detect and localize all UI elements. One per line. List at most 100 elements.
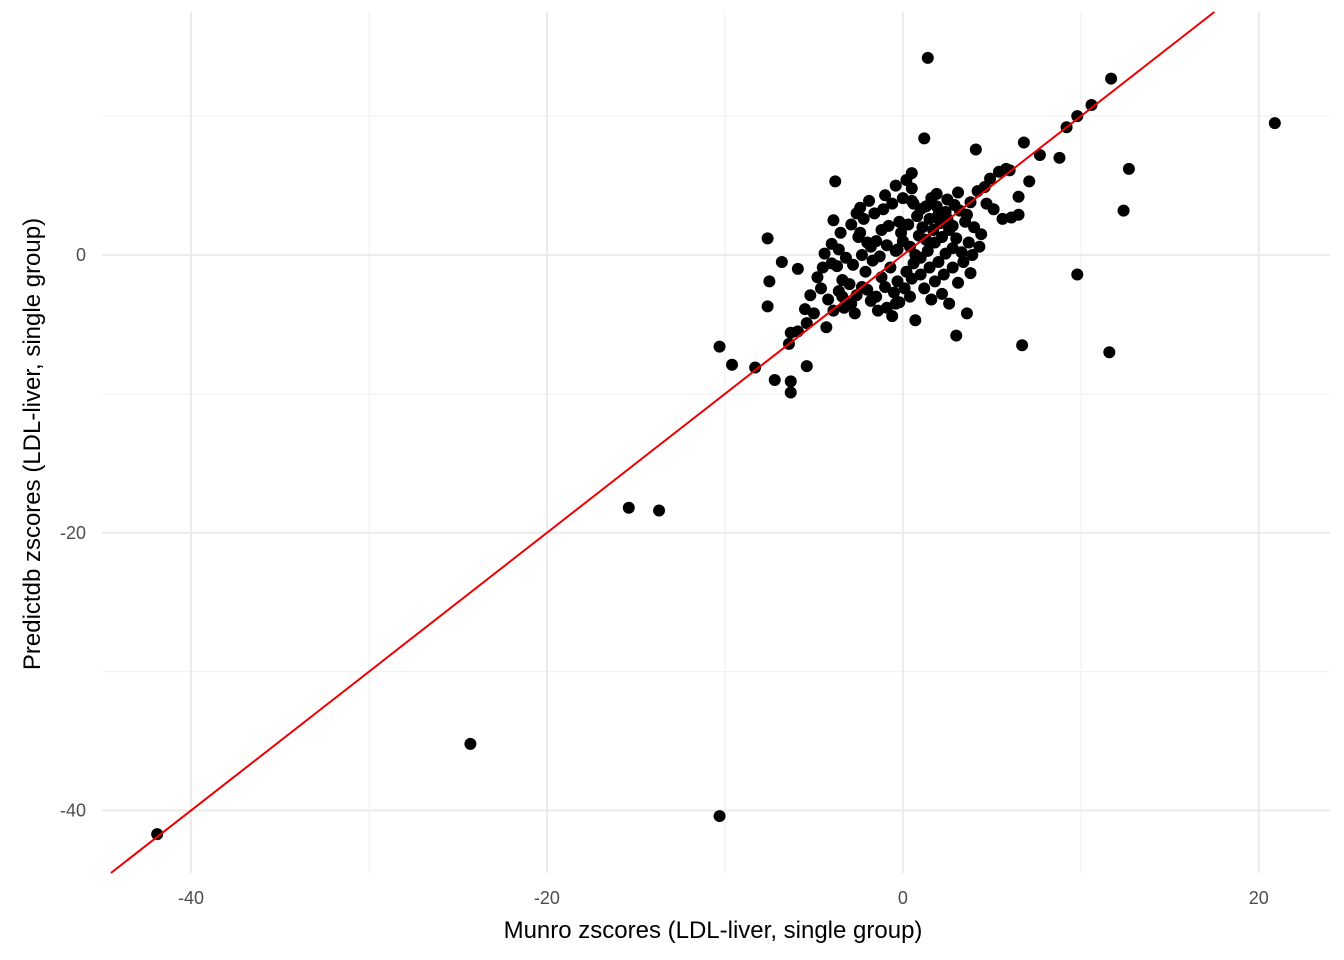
data-point — [726, 358, 739, 371]
x-tick-label: 20 — [1249, 888, 1269, 908]
data-point — [1117, 204, 1130, 217]
data-point — [920, 233, 933, 246]
data-point — [871, 304, 884, 317]
data-point — [962, 236, 975, 249]
x-axis-title: Munro zscores (LDL-liver, single group) — [504, 917, 923, 944]
data-point — [798, 303, 811, 316]
data-point — [800, 360, 813, 373]
data-point — [930, 187, 943, 200]
data-point — [886, 197, 899, 210]
data-point — [941, 193, 954, 206]
y-tick-label: -20 — [60, 523, 86, 543]
data-point — [861, 283, 874, 296]
data-point — [775, 255, 788, 268]
data-point — [811, 271, 824, 284]
data-point — [905, 194, 918, 207]
data-point — [829, 175, 842, 188]
data-point — [952, 186, 965, 199]
data-point — [784, 386, 797, 399]
y-axis-title: Predictdb zscores (LDL-liver, single gro… — [19, 218, 46, 670]
data-point — [1017, 136, 1030, 149]
data-point — [1033, 149, 1046, 162]
data-point — [831, 260, 844, 273]
data-point — [943, 297, 956, 310]
data-point — [914, 268, 927, 281]
data-point — [925, 293, 938, 306]
data-point — [955, 246, 968, 259]
reference-line — [110, 11, 1215, 874]
data-point — [1122, 162, 1135, 175]
data-point — [909, 249, 922, 262]
data-point — [964, 267, 977, 280]
minor-gridlines — [102, 12, 1330, 873]
data-point — [1071, 268, 1084, 281]
data-point — [946, 261, 959, 274]
data-point — [815, 282, 828, 295]
data-point — [768, 374, 781, 387]
data-point — [1085, 99, 1098, 112]
data-point — [923, 212, 936, 225]
data-point — [873, 250, 886, 263]
data-point — [879, 280, 892, 293]
data-point — [932, 255, 945, 268]
y-axis-ticks: -40 -20 0 — [60, 245, 86, 820]
data-point — [838, 301, 851, 314]
data-point — [900, 174, 913, 187]
data-point — [950, 232, 963, 245]
data-point — [921, 51, 934, 64]
data-point — [1023, 175, 1036, 188]
data-point — [909, 314, 922, 327]
data-point — [850, 207, 863, 220]
data-point — [859, 265, 872, 278]
data-point — [923, 261, 936, 274]
data-point — [905, 272, 918, 285]
data-point — [784, 375, 797, 388]
data-point — [800, 317, 813, 330]
data-point — [877, 203, 890, 216]
data-point — [928, 275, 941, 288]
data-point — [863, 194, 876, 207]
data-point — [966, 249, 979, 262]
data-point — [807, 307, 820, 320]
data-point — [975, 228, 988, 241]
data-point — [816, 261, 829, 274]
data-point — [818, 247, 831, 260]
data-point — [889, 244, 902, 257]
data-point — [880, 239, 893, 252]
data-point — [834, 226, 847, 239]
data-point — [845, 218, 858, 231]
data-point — [763, 275, 776, 288]
data-point — [761, 232, 774, 245]
data-point — [914, 203, 927, 216]
data-point — [848, 307, 861, 320]
data-point — [879, 189, 892, 202]
data-point — [847, 258, 860, 271]
data-point — [996, 212, 1009, 225]
data-point — [1103, 346, 1116, 359]
data-point — [1016, 339, 1029, 352]
data-point — [903, 290, 916, 303]
data-point — [749, 361, 762, 374]
y-tick-label: 0 — [76, 245, 86, 265]
data-point — [151, 828, 164, 841]
data-point — [887, 286, 900, 299]
data-point — [957, 255, 970, 268]
data-point — [825, 237, 838, 250]
x-tick-label: -20 — [534, 888, 560, 908]
data-point — [969, 143, 982, 156]
data-point — [713, 340, 726, 353]
data-point — [886, 310, 899, 323]
data-point — [653, 504, 666, 517]
data-point — [1053, 151, 1066, 164]
data-point — [960, 307, 973, 320]
data-point — [943, 224, 956, 237]
data-point — [902, 218, 915, 231]
data-point — [622, 501, 635, 514]
x-axis-ticks: -40 -20 0 20 — [178, 888, 1269, 908]
data-point — [973, 240, 986, 253]
data-point — [884, 261, 897, 274]
data-point — [1105, 72, 1118, 85]
y-tick-label: -40 — [60, 801, 86, 821]
data-point — [804, 289, 817, 302]
